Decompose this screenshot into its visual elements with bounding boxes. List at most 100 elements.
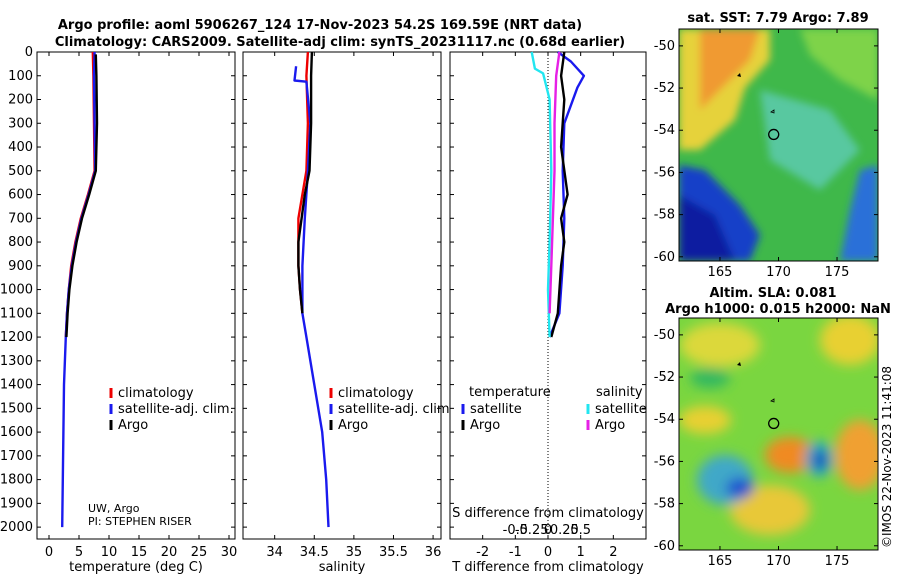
argo-position-marker xyxy=(768,128,780,141)
y-tick-label: 1800 xyxy=(0,473,33,488)
map-x-tick-label: 175 xyxy=(825,265,850,280)
map-x-tick-label: 170 xyxy=(766,554,791,569)
difference-x-axis: -2 -1 0 1 2 xyxy=(476,52,617,560)
salinity-panel: 34 34.5 35 35.5 36 salinity climatology sate… xyxy=(242,51,454,575)
difference-xlabel-salinity: S difference from climatology xyxy=(452,506,644,521)
sst-coldest-region xyxy=(679,195,735,261)
x-tick-label: 2 xyxy=(609,545,617,560)
difference-y-ticks xyxy=(450,51,646,528)
map-y-tick-label: -54 xyxy=(654,412,675,427)
series-line-argo xyxy=(297,51,314,314)
series-line-temperature-argo xyxy=(550,51,569,338)
depth-axis: 0 100 200 300 400 500 600 700 800 900 1000 1100 1200… xyxy=(0,45,235,535)
x-tick-label: 0 xyxy=(544,545,552,560)
legend-header-temperature: temperature xyxy=(469,385,551,400)
float-track-marker xyxy=(737,73,741,77)
y-tick-label: 200 xyxy=(8,93,33,108)
salinity-xlabel: salinity xyxy=(319,560,366,575)
y-tick-label: 300 xyxy=(8,116,33,131)
difference-xlabel-temperature: T difference from climatology xyxy=(451,560,644,575)
y-tick-label: 800 xyxy=(8,235,33,250)
salinity-legend: climatology satellite-adj. clim. Argo xyxy=(329,386,454,433)
x-tick-label: 5 xyxy=(75,545,83,560)
legend-label-sal-satellite: satellite xyxy=(595,402,647,417)
temperature-series xyxy=(61,51,99,528)
y-tick-label: 1300 xyxy=(0,354,33,369)
temperature-x-axis: 0 5 10 15 20 25 30 xyxy=(45,52,237,560)
map-y-tick-label: -60 xyxy=(654,250,675,265)
map-x-tick-label: 165 xyxy=(708,554,733,569)
map-y-tick-label: -56 xyxy=(654,165,675,180)
x-tick-label: 30 xyxy=(221,545,238,560)
sst-map-panel: sat. SST: 7.79 Argo: 7.89 165 170 175 -50 -5… xyxy=(654,11,879,280)
x-tick-label: 35 xyxy=(346,545,363,560)
sla-positive-anomaly xyxy=(835,420,878,490)
sla-patch xyxy=(680,323,760,367)
imos-watermark: ©IMOS 22-Nov-2023 11:41:08 xyxy=(880,366,894,548)
x-tick-label: 1 xyxy=(577,545,585,560)
sla-patch xyxy=(690,368,730,388)
sla-patch xyxy=(730,485,810,535)
float-track-marker xyxy=(770,109,775,114)
sst-hot-patch xyxy=(700,29,760,110)
series-line-salinity-satellite xyxy=(530,51,553,338)
salinity-axes-frame xyxy=(242,51,442,540)
y-tick-label: 1900 xyxy=(0,496,33,511)
map-y-tick-label: -54 xyxy=(654,123,675,138)
sst-se-cold xyxy=(840,165,878,261)
legend-label-temp-argo: Argo xyxy=(470,418,500,433)
y-tick-label: 1400 xyxy=(0,378,33,393)
legend-label-satellite-adj: satellite-adj. clim. xyxy=(118,402,234,417)
legend-label-sal-argo: Argo xyxy=(595,418,625,433)
temperature-axes-frame xyxy=(36,51,236,540)
sla-map-panel: Altim. SLA: 0.081 Argo h1000: 0.015 h200… xyxy=(654,286,891,569)
legend-label-temp-satellite: satellite xyxy=(470,402,522,417)
series-line-argo xyxy=(65,54,99,338)
salinity-x-axis: 34 34.5 35 35.5 36 xyxy=(266,52,441,560)
float-track-marker xyxy=(737,362,741,366)
x-tick-label: 34 xyxy=(266,545,283,560)
y-tick-label: 1200 xyxy=(0,330,33,345)
y-tick-label: 700 xyxy=(8,211,33,226)
salinity-difference-tick-label: -0.5 xyxy=(503,523,528,538)
y-tick-label: 900 xyxy=(8,259,33,274)
sla-field xyxy=(679,318,878,550)
sla-patch xyxy=(679,406,731,434)
series-line-satellite-adj-clim- xyxy=(293,66,330,528)
salinity-series xyxy=(293,51,330,528)
y-tick-label: 1700 xyxy=(0,449,33,464)
y-tick-label: 1100 xyxy=(0,306,33,321)
sla-map-title-1: Altim. SLA: 0.081 xyxy=(710,286,837,301)
difference-panel: -2 -1 0 1 2 temperature salinity satellite A… xyxy=(449,51,647,575)
x-tick-label: 15 xyxy=(131,545,148,560)
title-line-1: Argo profile: aoml 5906267_124 17-Nov-20… xyxy=(58,18,582,33)
argo-position-marker xyxy=(768,417,780,430)
legend-label-argo: Argo xyxy=(118,418,148,433)
legend-label-climatology: climatology xyxy=(118,386,194,401)
credit-line-2: PI: STEPHEN RISER xyxy=(88,515,192,528)
x-tick-label: -2 xyxy=(476,545,489,560)
credit-line-1: UW, Argo xyxy=(88,502,140,515)
sst-map-title: sat. SST: 7.79 Argo: 7.89 xyxy=(687,11,868,26)
map-y-tick-label: -58 xyxy=(654,497,675,512)
y-tick-label: 2000 xyxy=(0,520,33,535)
salinity-difference-tick-label: 0.25 xyxy=(550,523,579,538)
legend-header-salinity: salinity xyxy=(596,385,643,400)
map-y-tick-label: -52 xyxy=(654,81,675,96)
y-tick-label: 1000 xyxy=(0,283,33,298)
y-tick-label: 600 xyxy=(8,188,33,203)
legend-label-climatology: climatology xyxy=(338,386,414,401)
difference-series xyxy=(530,51,586,338)
map-x-tick-label: 170 xyxy=(766,265,791,280)
map-y-tick-label: -58 xyxy=(654,208,675,223)
legend-label-argo: Argo xyxy=(338,418,368,433)
temperature-legend: climatology satellite-adj. clim. Argo xyxy=(109,386,234,433)
x-tick-label: 25 xyxy=(191,545,208,560)
salinity-difference-tick-label: -0.25 xyxy=(515,523,549,538)
map-y-tick-label: -52 xyxy=(654,370,675,385)
y-tick-label: 1600 xyxy=(0,425,33,440)
salinity-difference-tick-label: 0 xyxy=(544,523,552,538)
temperature-xlabel: temperature (deg C) xyxy=(69,560,203,575)
y-tick-label: 100 xyxy=(8,69,33,84)
